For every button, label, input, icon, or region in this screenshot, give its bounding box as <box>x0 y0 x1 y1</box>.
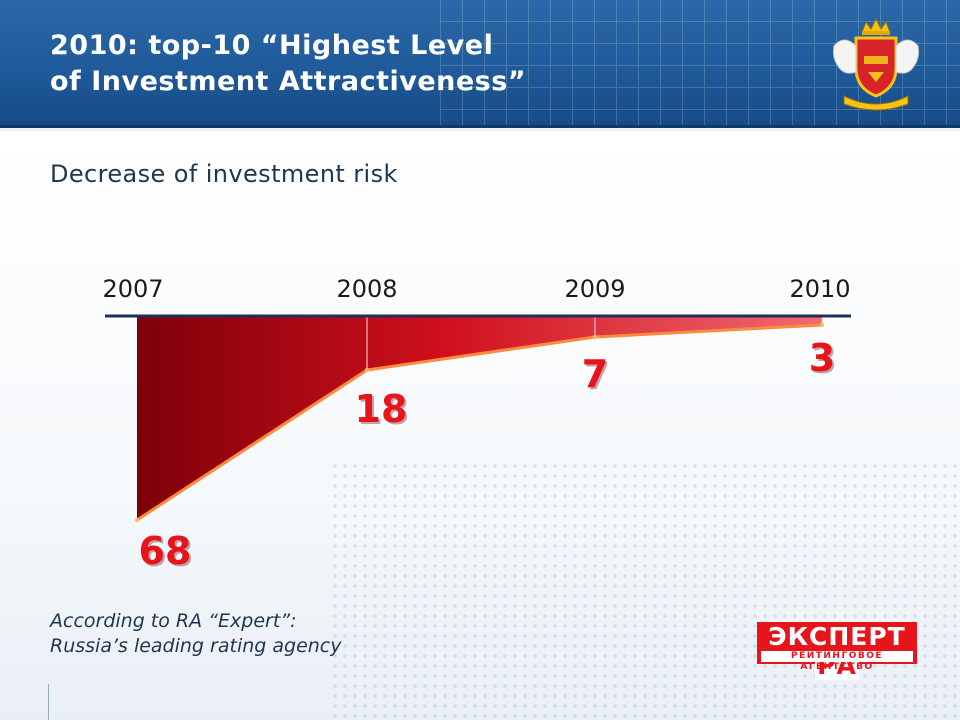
data-point <box>592 334 598 340</box>
bottom-divider <box>48 684 49 720</box>
slide-body <box>0 131 960 720</box>
source-footnote: According to RA “Expert”: Russia’s leadi… <box>50 609 342 659</box>
data-label-shadow: 7 <box>584 354 610 398</box>
source-line-1: According to RA “Expert”: <box>50 610 297 632</box>
x-tick-label-2009: 2009 <box>564 275 625 303</box>
data-label-68: 68 <box>139 529 192 570</box>
logo-wordmark: ЭКСПЕРТ РА <box>757 622 917 680</box>
data-point <box>134 517 140 523</box>
data-label-shadow: 3 <box>811 338 837 382</box>
risk-line <box>136 323 823 522</box>
page-title: 2010: top-10 “Highest Level of Investmen… <box>50 30 527 97</box>
data-label-3: 3 <box>809 336 835 380</box>
coat-of-arms-emblem <box>833 17 919 111</box>
data-point <box>364 367 370 373</box>
x-tick-label-2010: 2010 <box>789 275 850 303</box>
header: 2010: top-10 “Highest Level of Investmen… <box>0 0 960 128</box>
data-label-7: 7 <box>582 352 608 396</box>
data-label-18: 18 <box>355 387 408 431</box>
x-tick-label-2007: 2007 <box>102 275 163 303</box>
data-point <box>819 322 825 328</box>
expert-ra-logo: ЭКСПЕРТ РА РЕЙТИНГОВОЕ АГЕНТСТВО <box>757 622 917 680</box>
data-label-shadow: 68 <box>141 531 194 570</box>
data-label-shadow: 18 <box>357 389 410 433</box>
header-divider <box>0 125 960 128</box>
risk-area <box>137 316 822 520</box>
slide-subtitle: Decrease of investment risk <box>50 160 398 188</box>
source-line-2: Russia’s leading rating agency <box>50 635 342 657</box>
logo-tagline: РЕЙТИНГОВОЕ АГЕНТСТВО <box>761 651 913 672</box>
x-tick-label-2008: 2008 <box>336 275 397 303</box>
